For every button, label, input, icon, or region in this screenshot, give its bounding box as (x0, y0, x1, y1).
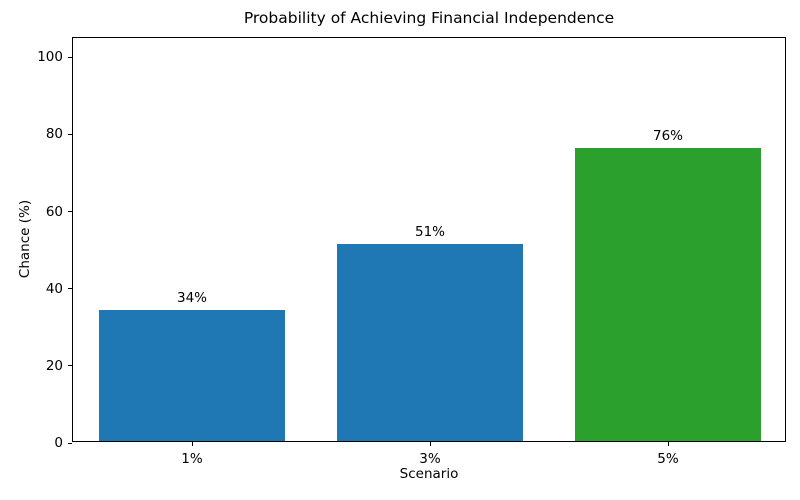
bar-value-label: 76% (652, 127, 683, 144)
y-tick-mark (68, 365, 72, 367)
y-tick-label: 20 (45, 357, 63, 374)
chart-title: Probability of Achieving Financial Indep… (243, 9, 615, 27)
y-tick-label: 100 (37, 49, 63, 66)
bar (337, 244, 523, 441)
y-tick-mark (68, 56, 72, 58)
bar (575, 147, 761, 441)
y-tick-mark (68, 133, 72, 135)
plot-area: 0 20 40 60 80 100 34% 1% 51% 3% 76% 5% (37, 37, 786, 467)
y-tick-mark (68, 442, 72, 444)
y-tick-label: 80 (45, 126, 63, 143)
x-tick-label: 1% (181, 451, 203, 467)
y-tick-label: 60 (45, 203, 63, 220)
x-tick-mark (667, 442, 669, 446)
y-tick-label: 0 (54, 435, 63, 451)
x-tick-mark (429, 442, 431, 446)
x-tick-label: 3% (419, 451, 441, 467)
y-tick-mark (68, 211, 72, 213)
bar (99, 309, 285, 441)
bar-value-label: 51% (414, 224, 445, 241)
y-tick-label: 40 (45, 280, 63, 297)
y-tick-mark (68, 288, 72, 290)
x-axis-label: Scenario (399, 466, 459, 482)
x-tick-label: 5% (657, 451, 679, 467)
bar-value-label: 34% (176, 289, 207, 306)
x-tick-mark (191, 442, 193, 446)
